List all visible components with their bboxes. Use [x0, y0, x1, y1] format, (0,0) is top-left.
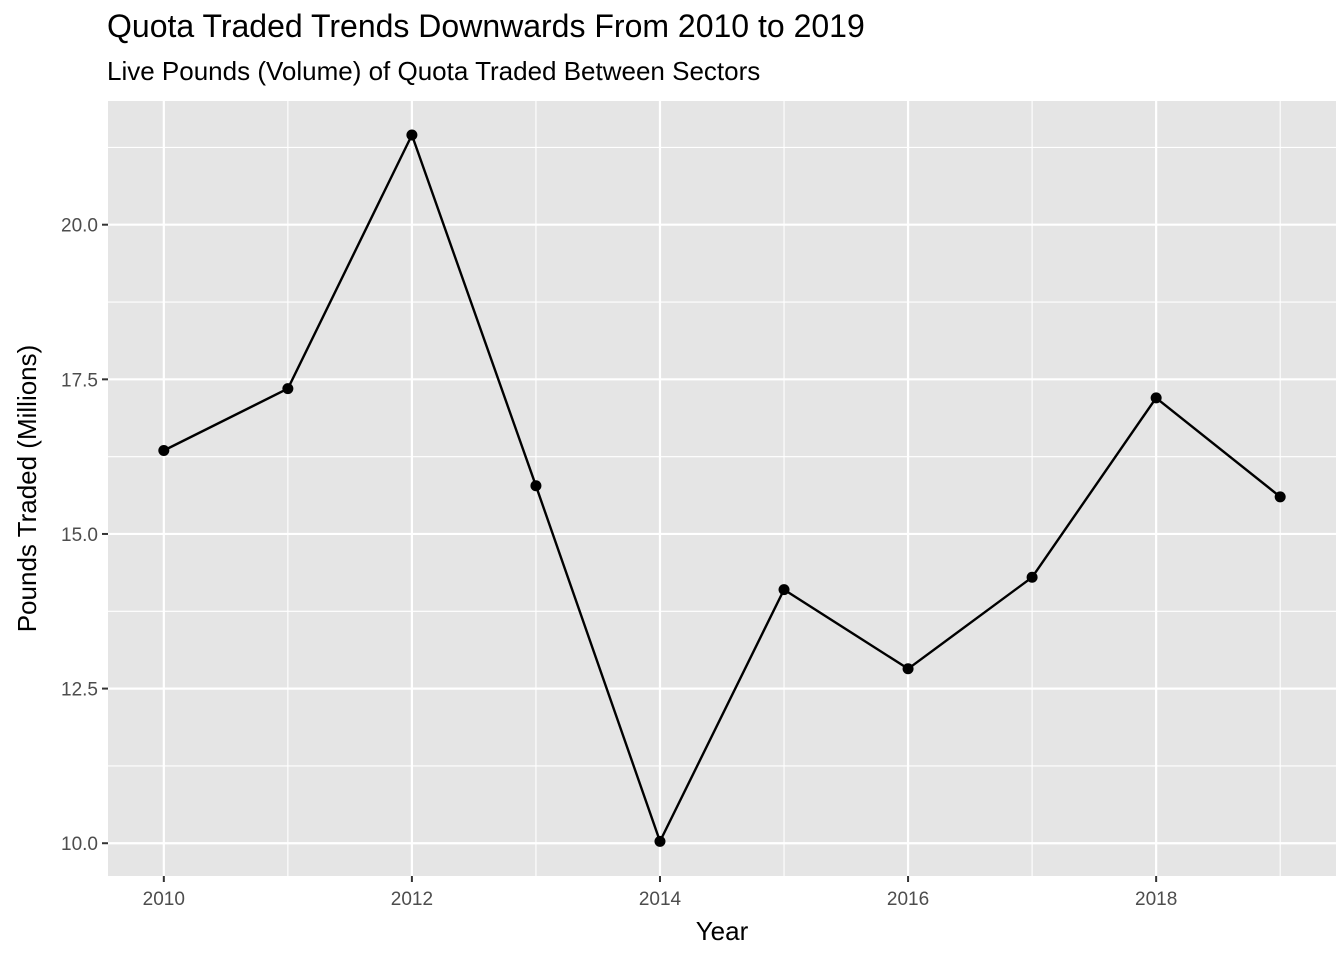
- series-line: [163, 133, 1281, 843]
- data-point: [1150, 392, 1162, 404]
- data-point: [158, 444, 170, 456]
- y-axis-title: Pounds Traded (Millions): [12, 345, 42, 633]
- grid-minor: [108, 101, 1336, 876]
- x-tick-label: 2014: [639, 889, 682, 910]
- axes-layer: 2010 2012 2014 2016 2018 10.0 12.5 15.0 17.5 20.0: [61, 216, 1177, 910]
- x-tick-label: 2012: [391, 889, 433, 910]
- data-point: [902, 663, 914, 675]
- series-layer: [158, 129, 1286, 847]
- data-point: [1274, 491, 1286, 503]
- data-point: [282, 383, 294, 395]
- x-tick-label: 2016: [887, 889, 929, 910]
- y-tick-label: 15.0: [61, 525, 98, 546]
- x-tick-label: 2010: [143, 889, 185, 910]
- y-tick-label: 10.0: [61, 834, 98, 855]
- y-tick-label: 17.5: [61, 370, 98, 391]
- data-point: [1026, 571, 1038, 583]
- grid-major: [108, 101, 1336, 876]
- data-point: [654, 835, 666, 847]
- data-point: [406, 129, 418, 141]
- y-tick-label: 20.0: [61, 216, 98, 237]
- chart-subtitle: Live Pounds (Volume) of Quota Traded Bet…: [107, 56, 761, 86]
- data-point: [778, 584, 790, 596]
- x-axis-title: Year: [696, 916, 749, 946]
- plot-panel: [108, 101, 1336, 876]
- data-point: [530, 480, 542, 492]
- y-tick-label: 12.5: [61, 680, 98, 701]
- chart-title: Quota Traded Trends Downwards From 2010 …: [107, 8, 865, 44]
- x-tick-label: 2018: [1135, 889, 1177, 910]
